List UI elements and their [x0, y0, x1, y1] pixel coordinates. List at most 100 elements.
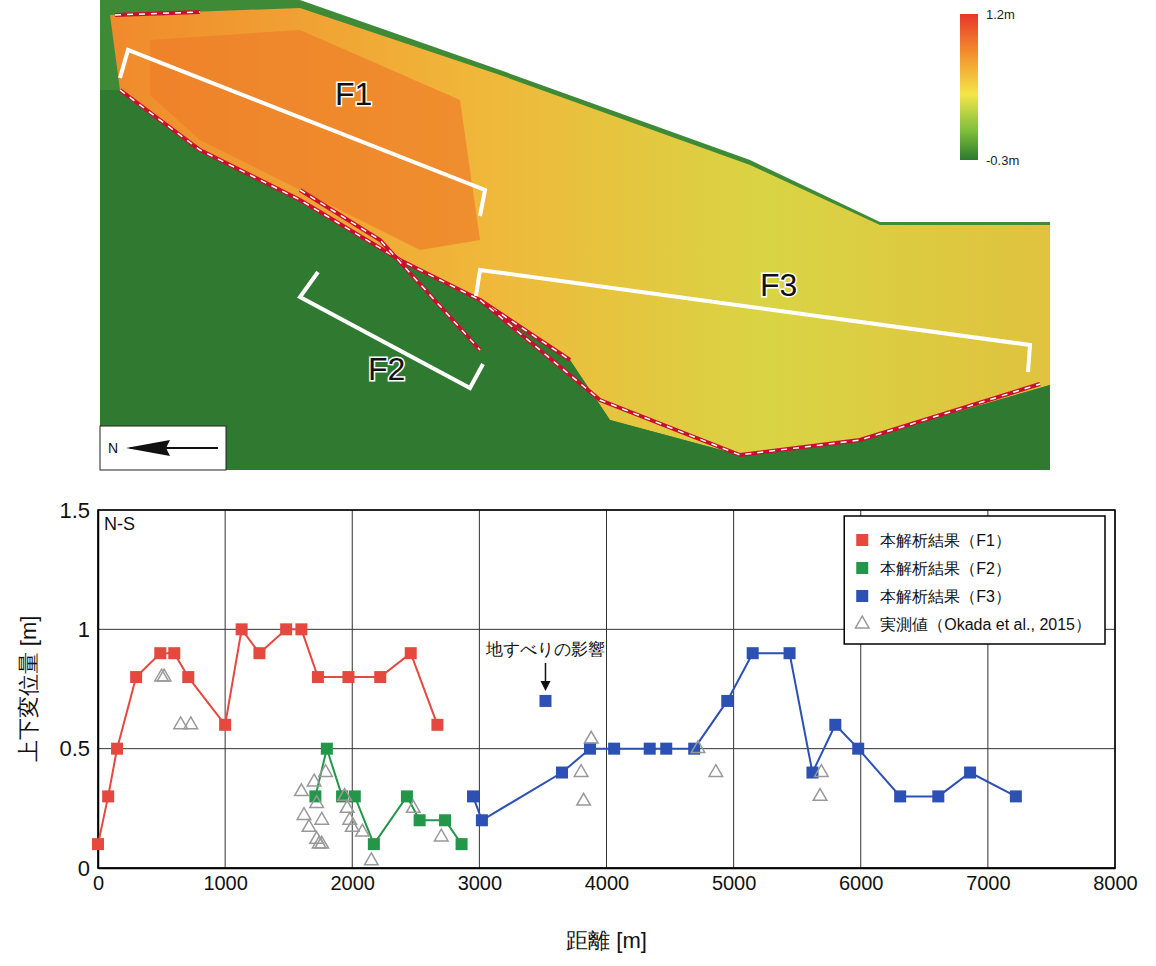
- data-point: [829, 719, 841, 731]
- data-point: [338, 789, 352, 801]
- segment-bracket: [476, 270, 1030, 372]
- plot-frame: [98, 510, 1115, 868]
- data-point: [434, 829, 448, 841]
- data-point: [660, 743, 672, 755]
- y-tick-label: 1.5: [59, 498, 90, 523]
- fault-trace: [480, 300, 1040, 455]
- y-tick: 1.5: [59, 498, 98, 523]
- legend-marker: [856, 562, 868, 574]
- legend-item: 本解析結果（F2）: [856, 560, 1011, 577]
- y-tick: 0.5: [59, 736, 98, 761]
- data-point: [456, 838, 468, 850]
- data-point: [584, 743, 596, 755]
- data-point: [236, 623, 248, 635]
- legend-item: 実測値（Okada et al., 2015）: [855, 616, 1091, 633]
- y-tick-label: 0: [78, 856, 90, 881]
- y-axis: 0 0.5 1 1.5: [59, 498, 98, 881]
- x-tick-label: 8000: [1093, 872, 1138, 894]
- legend: 本解析結果（F1）本解析結果（F2）本解析結果（F3）実測値（Okada et …: [844, 516, 1105, 644]
- annotation-point: [539, 695, 551, 707]
- data-point: [312, 671, 324, 683]
- segment-bracket: [300, 272, 483, 388]
- data-point: [431, 719, 443, 731]
- x-tick: 6000: [839, 868, 884, 894]
- x-tick-label: 1000: [203, 872, 248, 894]
- x-tick-label: 6000: [839, 872, 884, 894]
- data-point: [315, 836, 329, 848]
- x-tick-label: 4000: [585, 872, 630, 894]
- x-tick-label: 2000: [331, 872, 376, 894]
- series: [309, 743, 467, 850]
- data-point: [852, 743, 864, 755]
- map-green-upper: [100, 90, 1050, 470]
- x-tick: 7000: [966, 868, 1011, 894]
- data-point: [319, 765, 333, 777]
- plot-background: [98, 510, 1115, 868]
- data-point: [184, 717, 198, 729]
- segment-label: F2: [368, 351, 405, 387]
- annotation-text: 地すべりの影響: [485, 640, 605, 659]
- y-tick-label: 0.5: [59, 736, 90, 761]
- data-point: [556, 767, 568, 779]
- figure: F1F2F31.2m-0.3mN010002000300040005000600…: [0, 0, 1156, 966]
- series-line: [98, 629, 437, 844]
- legend-item: 本解析結果（F1）: [856, 532, 1011, 549]
- data-point: [356, 824, 370, 836]
- x-tick-label: 7000: [966, 872, 1011, 894]
- fault-trace: [115, 12, 200, 15]
- legend-label: 実測値（Okada et al., 2015）: [880, 616, 1091, 633]
- data-point: [584, 731, 598, 743]
- legend-marker: [855, 616, 869, 628]
- segment-label: F1: [335, 76, 372, 112]
- data-point: [784, 647, 796, 659]
- plot-data: [92, 623, 1022, 864]
- data-point: [111, 743, 123, 755]
- data-point: [253, 647, 265, 659]
- data-point: [295, 623, 307, 635]
- north-label: N: [108, 440, 118, 456]
- data-point: [297, 808, 311, 820]
- segment-bracket: [120, 50, 485, 216]
- data-point: [102, 790, 114, 802]
- data-point: [813, 789, 827, 801]
- data-point: [182, 671, 194, 683]
- data-point: [691, 741, 705, 753]
- data-point: [345, 820, 359, 832]
- data-point: [321, 743, 333, 755]
- x-axis: 010002000300040005000600070008000: [93, 868, 1138, 894]
- series-line: [315, 749, 461, 844]
- data-point: [932, 790, 944, 802]
- data-point: [280, 623, 292, 635]
- data-point: [365, 853, 379, 865]
- data-point: [130, 671, 142, 683]
- data-point: [747, 647, 759, 659]
- data-point: [709, 765, 723, 777]
- y-tick: 1: [78, 617, 98, 642]
- x-tick: 4000: [585, 868, 630, 894]
- y-tick-label: 1: [78, 617, 90, 642]
- data-point: [401, 790, 413, 802]
- data-point: [154, 647, 166, 659]
- data-point: [574, 765, 588, 777]
- x-tick-label: 5000: [712, 872, 757, 894]
- data-point: [577, 793, 591, 805]
- data-point: [644, 743, 656, 755]
- data-point: [295, 784, 309, 796]
- data-point: [406, 800, 420, 812]
- data-point: [467, 790, 479, 802]
- data-point: [92, 838, 104, 850]
- data-point: [815, 765, 829, 777]
- y-tick: 0: [78, 856, 98, 881]
- x-axis-title: 距離 [m]: [566, 928, 647, 953]
- series: [467, 647, 1022, 826]
- north-arrow-box: [100, 426, 226, 470]
- series: [92, 623, 443, 850]
- north-arrow: N: [100, 426, 226, 470]
- colorbar: [960, 14, 978, 160]
- data-point: [964, 767, 976, 779]
- data-point: [342, 671, 354, 683]
- legend-marker: [856, 534, 868, 546]
- map: F1F2F31.2m-0.3mN: [100, 0, 1050, 470]
- data-point: [219, 719, 231, 731]
- y-axis-title: 上下変位量 [m]: [16, 616, 41, 763]
